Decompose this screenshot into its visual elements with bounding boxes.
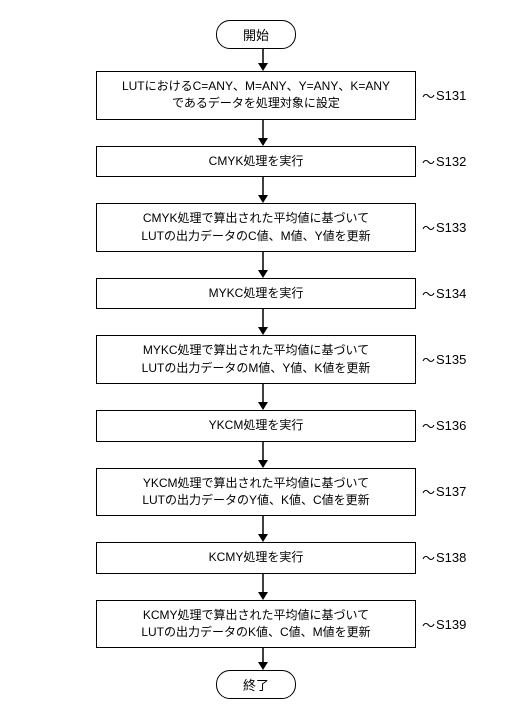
label-connector: 〜: [422, 284, 434, 303]
step-row: YKCM処理で算出された平均値に基づいて LUTの出力データのY値、K値、C値を…: [10, 468, 502, 517]
step-id: S133: [436, 220, 466, 235]
step-label: 〜 S134: [422, 284, 466, 303]
process-box: MYKC処理を実行: [96, 278, 416, 309]
step-id: S132: [436, 154, 466, 169]
process-box: YKCM処理で算出された平均値に基づいて LUTの出力データのY値、K値、C値を…: [96, 468, 416, 517]
terminal-end: 終了: [216, 670, 296, 699]
process-box: KCMY処理を実行: [96, 542, 416, 573]
label-connector: 〜: [422, 416, 434, 435]
arrow: [256, 384, 257, 410]
step-id: S136: [436, 418, 466, 433]
arrow: [256, 252, 257, 278]
arrow: [256, 177, 257, 203]
step-label: 〜 S137: [422, 482, 466, 501]
arrow: [256, 442, 257, 468]
step-id: S134: [436, 286, 466, 301]
label-connector: 〜: [422, 548, 434, 567]
arrow: [256, 648, 257, 670]
arrow: [256, 120, 257, 146]
step-row: LUTにおけるC=ANY、M=ANY、Y=ANY、K=ANY であるデータを処理…: [10, 71, 502, 120]
step-row: CMYK処理で算出された平均値に基づいて LUTの出力データのC値、M値、Y値を…: [10, 203, 502, 252]
label-connector: 〜: [422, 482, 434, 501]
step-label: 〜 S138: [422, 548, 466, 567]
flowchart-container: 開始 LUTにおけるC=ANY、M=ANY、Y=ANY、K=ANY であるデータ…: [10, 20, 502, 699]
step-id: S138: [436, 550, 466, 565]
terminal-start: 開始: [216, 20, 296, 49]
step-id: S135: [436, 352, 466, 367]
label-connector: 〜: [422, 615, 434, 634]
process-box: CMYK処理を実行: [96, 146, 416, 177]
process-box: MYKC処理で算出された平均値に基づいて LUTの出力データのM値、Y値、K値を…: [96, 335, 416, 384]
step-label: 〜 S132: [422, 152, 466, 171]
step-row: CMYK処理を実行 〜 S132: [10, 146, 502, 177]
process-box: YKCM処理を実行: [96, 410, 416, 441]
process-box: KCMY処理で算出された平均値に基づいて LUTの出力データのK値、C値、M値を…: [96, 600, 416, 649]
step-label: 〜 S135: [422, 350, 466, 369]
step-row: KCMY処理で算出された平均値に基づいて LUTの出力データのK値、C値、M値を…: [10, 600, 502, 649]
step-label: 〜 S131: [422, 86, 466, 105]
process-box: CMYK処理で算出された平均値に基づいて LUTの出力データのC値、M値、Y値を…: [96, 203, 416, 252]
step-id: S131: [436, 88, 466, 103]
arrow: [256, 309, 257, 335]
step-label: 〜 S139: [422, 615, 466, 634]
step-row: YKCM処理を実行 〜 S136: [10, 410, 502, 441]
arrow: [256, 516, 257, 542]
arrow: [256, 574, 257, 600]
label-connector: 〜: [422, 86, 434, 105]
label-connector: 〜: [422, 350, 434, 369]
step-row: MYKC処理で算出された平均値に基づいて LUTの出力データのM値、Y値、K値を…: [10, 335, 502, 384]
process-box: LUTにおけるC=ANY、M=ANY、Y=ANY、K=ANY であるデータを処理…: [96, 71, 416, 120]
label-connector: 〜: [422, 218, 434, 237]
step-id: S139: [436, 617, 466, 632]
arrow: [256, 49, 257, 71]
step-label: 〜 S133: [422, 218, 466, 237]
step-row: MYKC処理を実行 〜 S134: [10, 278, 502, 309]
step-id: S137: [436, 484, 466, 499]
step-row: KCMY処理を実行 〜 S138: [10, 542, 502, 573]
step-label: 〜 S136: [422, 416, 466, 435]
label-connector: 〜: [422, 152, 434, 171]
